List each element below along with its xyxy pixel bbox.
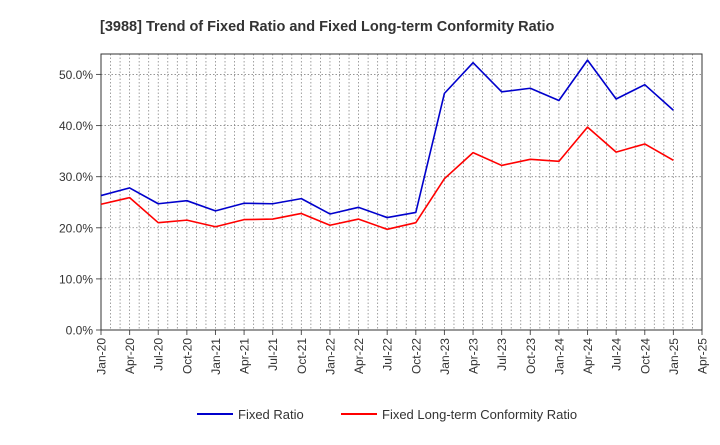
x-tick-label: Apr-20 — [123, 338, 137, 374]
x-tick-label: Jul-20 — [152, 338, 166, 371]
legend: Fixed Ratio Fixed Long-term Conformity Ra… — [197, 407, 577, 422]
x-tick-label: Jul-22 — [381, 338, 395, 371]
y-tick-label: 40.0% — [59, 119, 93, 133]
x-tick-label: Jan-22 — [323, 338, 337, 375]
chart-title: [3988] Trend of Fixed Ratio and Fixed Lo… — [100, 19, 555, 35]
axis-layer: 0.0% 10.0% 20.0% 30.0% 40.0% 50.0% Jan-20 Apr-2… — [59, 53, 710, 375]
y-tick-label: 30.0% — [59, 170, 93, 184]
grid-layer — [101, 54, 702, 330]
y-tick-label: 20.0% — [59, 221, 93, 235]
x-tick-label: Jan-23 — [438, 338, 452, 375]
x-tick-label: Oct-21 — [295, 338, 309, 374]
y-tick-label: 10.0% — [59, 272, 93, 286]
y-tick-label: 0.0% — [66, 324, 94, 338]
x-tick-label: Jan-25 — [667, 338, 681, 375]
series-layer — [100, 59, 674, 231]
x-tick-label: Oct-23 — [524, 338, 538, 374]
x-tick-label: Jan-24 — [552, 338, 566, 375]
x-tick-label: Apr-24 — [581, 338, 595, 374]
legend-label: Fixed Ratio — [238, 407, 304, 422]
legend-label: Fixed Long-term Conformity Ratio — [382, 407, 577, 422]
series-line-1 — [100, 59, 674, 219]
x-tick-label: Oct-22 — [409, 338, 423, 374]
x-tick-label: Apr-23 — [467, 338, 481, 374]
series-line-2 — [100, 126, 674, 231]
x-tick-label: Jul-24 — [610, 338, 624, 371]
x-tick-label: Jul-23 — [495, 338, 509, 371]
plot-frame — [100, 53, 703, 331]
x-tick-label: Jan-21 — [209, 338, 223, 375]
x-tick-label: Apr-21 — [238, 338, 252, 374]
y-tick-label: 50.0% — [59, 68, 93, 82]
x-tick-label: Apr-25 — [696, 338, 710, 374]
x-tick-label: Jan-20 — [95, 338, 109, 375]
x-tick-label: Apr-22 — [352, 338, 366, 374]
x-tick-label: Jul-21 — [266, 338, 280, 371]
x-tick-label: Oct-24 — [638, 338, 652, 374]
x-tick-label: Oct-20 — [180, 338, 194, 374]
